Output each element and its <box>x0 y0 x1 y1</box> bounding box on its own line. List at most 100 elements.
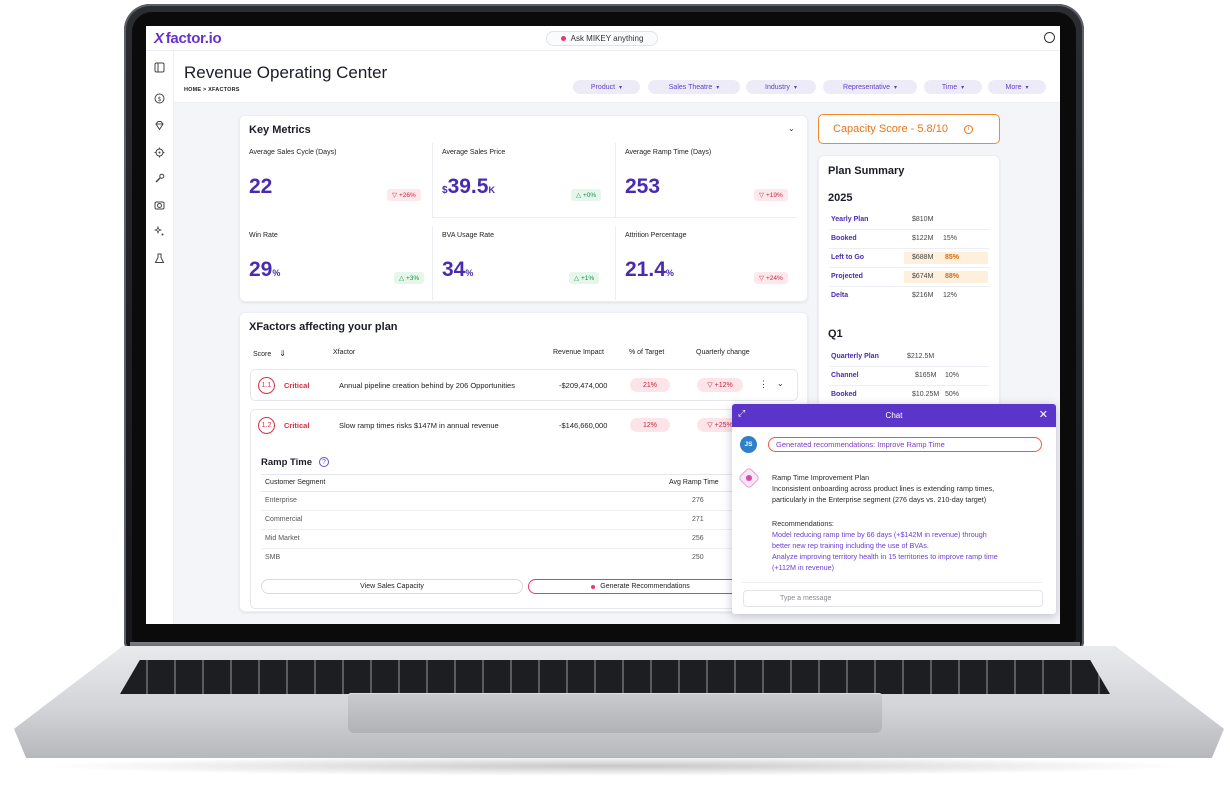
capacity-score-badge[interactable]: Capacity Score - 5.8/10 i <box>818 114 1000 144</box>
xfactors-card: XFactors affecting your plan Score ⇓ Xfa… <box>239 312 808 612</box>
mikey-icon <box>560 36 566 41</box>
view-sales-capacity-button[interactable]: View Sales Capacity <box>261 579 523 594</box>
metric-avg-sales-cycle: Average Sales Cycle (Days) 22 ▽ +26% <box>249 149 429 214</box>
arrow-down-icon: ▽ <box>707 382 715 389</box>
page-title: Revenue Operating Center <box>184 63 388 82</box>
arrow-down-icon: ▽ <box>392 192 397 199</box>
segment-value: 271 <box>692 516 704 523</box>
mikey-bot-icon <box>737 466 761 490</box>
help-icon[interactable]: ? <box>319 457 329 467</box>
wrench-icon[interactable] <box>153 173 165 185</box>
diamond-icon[interactable] <box>153 120 165 132</box>
filter-more[interactable]: More ▾ <box>988 80 1046 94</box>
change-badge: △ +1% <box>569 272 600 284</box>
sparkle-icon[interactable] <box>153 225 165 238</box>
severity-label: Critical <box>284 381 310 390</box>
mikey-icon <box>591 584 596 589</box>
segment-name: SMB <box>265 554 281 561</box>
chat-message-input[interactable]: Type a message <box>743 590 1043 607</box>
plan-quarter: Q1 <box>828 328 843 340</box>
metric-attrition: Attrition Percentage 21.4% ▽ +24% <box>625 232 795 297</box>
filter-industry[interactable]: Industry ▾ <box>746 80 816 94</box>
chevron-down-icon: ▾ <box>619 84 623 91</box>
bot-recommendations: Recommendations: Model reducing ramp tim… <box>772 518 1044 573</box>
metric-avg-ramp-time: Average Ramp Time (Days) 253 ▽ +19% <box>625 149 795 214</box>
close-icon[interactable]: ✕ <box>1038 409 1048 421</box>
chevron-down-icon: ▾ <box>716 84 720 91</box>
col-revenue-impact: Revenue Impact <box>553 349 604 356</box>
xfactor-row-expanded[interactable]: 1.2 Critical Slow ramp times risks $147M… <box>250 409 798 609</box>
filter-product[interactable]: Product ▾ <box>573 80 640 94</box>
panel-icon[interactable] <box>153 62 165 74</box>
metric-win-rate: Win Rate 29% △ +3% <box>249 232 429 297</box>
change-badge: △ +3% <box>394 272 425 284</box>
generate-recommendations-button[interactable]: Generate Recommendations <box>528 579 753 594</box>
collapse-chevron-icon[interactable]: ⌄ <box>788 124 795 133</box>
col-xfactor: Xfactor <box>333 349 356 356</box>
xfactor-row[interactable]: 1.1 Critical Annual pipeline creation be… <box>250 369 798 401</box>
chat-panel: ⤢ Chat ✕ JS Generated recommendations: I… <box>732 404 1056 614</box>
quarterly-change-pill: ▽ +12% <box>697 378 743 392</box>
recommendation-link[interactable]: Analyze improving territory health in 15… <box>772 552 998 561</box>
arrow-down-icon: ▽ <box>759 192 764 199</box>
segment-name: Mid Market <box>265 535 300 542</box>
arrow-up-icon: △ <box>574 275 579 282</box>
info-icon[interactable]: i <box>963 124 973 134</box>
expand-chevron-icon[interactable]: ⌄ <box>777 379 784 388</box>
segment-value: 276 <box>692 497 704 504</box>
change-badge: ▽ +19% <box>754 189 788 201</box>
key-metrics-title: Key Metrics <box>249 124 311 136</box>
change-badge: ▽ +24% <box>754 272 788 284</box>
breadcrumb[interactable]: HOME > XFACTORS <box>184 87 240 93</box>
chat-header: ⤢ Chat ✕ <box>732 404 1056 427</box>
flask-icon[interactable] <box>153 253 165 265</box>
plan-year: 2025 <box>828 192 853 204</box>
severity-label: Critical <box>284 421 310 430</box>
expand-icon[interactable]: ⤢ <box>738 408 746 418</box>
dollar-icon[interactable]: $ <box>153 93 165 105</box>
metric-bva-usage: BVA Usage Rate 34% △ +1% <box>442 232 612 297</box>
chevron-down-icon: ▾ <box>894 84 898 91</box>
filter-time[interactable]: Time ▾ <box>924 80 982 94</box>
filter-representative[interactable]: Representative ▾ <box>823 80 917 94</box>
change-badge: △ +0% <box>571 189 602 201</box>
bot-message: Ramp Time Improvement Plan Inconsistent … <box>772 473 995 504</box>
keyboard <box>120 660 1110 694</box>
xfactors-title: XFactors affecting your plan <box>249 321 398 333</box>
arrow-down-icon: ▽ <box>707 422 715 429</box>
col-customer-segment: Customer Segment <box>265 479 326 486</box>
ramp-time-title: Ramp Time <box>261 457 313 468</box>
camera-icon[interactable] <box>153 200 165 212</box>
change-badge: ▽ +26% <box>387 189 421 201</box>
recommendation-link[interactable]: Model reducing ramp time by 66 days (+$1… <box>772 530 987 539</box>
col-score[interactable]: Score ⇓ <box>253 349 286 358</box>
segment-name: Commercial <box>265 516 303 523</box>
ask-mikey-button[interactable]: Ask MIKEY anything <box>546 31 658 46</box>
user-profile-icon[interactable] <box>1044 32 1055 43</box>
plan-summary-title: Plan Summary <box>828 165 905 177</box>
arrow-up-icon: △ <box>399 275 404 282</box>
chevron-down-icon: ▾ <box>961 84 965 91</box>
quarterly-change-pill: ▽ +25% <box>697 418 743 432</box>
filter-sales-theatre[interactable]: Sales Theatre ▾ <box>648 80 740 94</box>
segment-name: Enterprise <box>265 497 297 504</box>
pct-target-pill: 21% <box>630 378 670 392</box>
key-metrics-card: Key Metrics ⌄ Average Sales Cycle (Days)… <box>239 115 808 302</box>
target-icon[interactable] <box>153 147 165 159</box>
more-options-icon[interactable]: ⋮ <box>759 379 768 389</box>
segment-value: 256 <box>692 535 704 542</box>
col-quarterly-change: Quarterly change <box>696 349 750 356</box>
segment-value: 250 <box>692 554 704 561</box>
sidebar: $ <box>146 51 174 624</box>
user-message: Generated recommendations: Improve Ramp … <box>768 437 1042 452</box>
laptop-shadow <box>40 756 1190 776</box>
chevron-down-icon: ▾ <box>793 84 797 91</box>
col-avg-ramp-time: Avg Ramp Time <box>669 479 719 486</box>
metric-avg-sales-price: Average Sales Price $39.5K △ +0% <box>442 149 612 214</box>
chevron-down-icon: ▾ <box>1025 84 1029 91</box>
page-header: Revenue Operating Center HOME > XFACTORS <box>174 51 1060 103</box>
svg-text:$: $ <box>157 96 161 103</box>
